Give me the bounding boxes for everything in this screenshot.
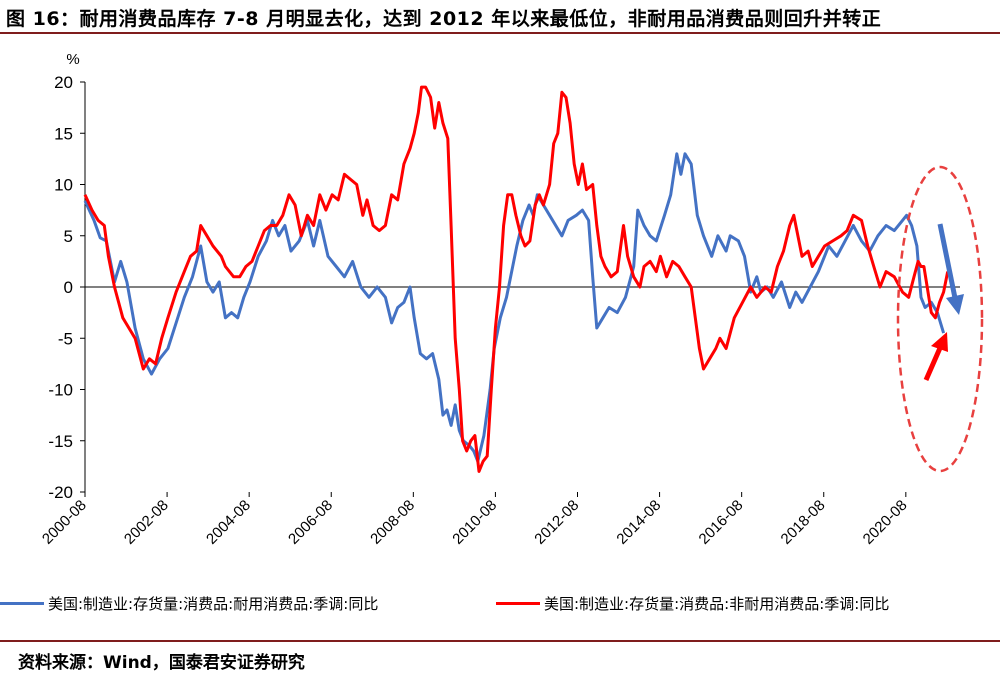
x-tick-label: 2004-08: [203, 497, 254, 548]
y-tick-label: 15: [54, 124, 73, 143]
up-arrow-shaft: [923, 346, 943, 382]
chart-area: -20 -15 -10 -5 0 5 10 15 20% 2000-08 2002-08 2004-0…: [0, 36, 1000, 616]
legend-label-durable: 美国:制造业:存货量:消费品:耐用消费品:季调:同比: [48, 594, 379, 613]
down-arrow-shaft: [937, 223, 958, 299]
y-tick-label: -10: [48, 381, 73, 400]
y-tick-label: -5: [58, 329, 73, 348]
chart-legend: 美国:制造业:存货量:消费品:耐用消费品:季调:同比 美国:制造业:存货量:消费…: [0, 590, 1000, 618]
series-line-durable: [83, 152, 946, 463]
legend-swatch-durable: [0, 601, 44, 605]
x-tick-label: 2020-08: [860, 497, 911, 548]
x-tick-label: 2000-08: [39, 497, 90, 548]
legend-item-durable: 美国:制造业:存货量:消费品:耐用消费品:季调:同比: [0, 590, 378, 616]
x-tick-label: 2016-08: [696, 497, 747, 548]
legend-swatch-nondurable: [496, 601, 540, 605]
y-tick-label: 5: [64, 227, 73, 246]
series-lines: [83, 85, 950, 473]
down-arrow-head: [946, 294, 964, 315]
annotations: [896, 165, 984, 473]
figure-title: 图 16：耐用消费品库存 7-8 月明显去化，达到 2012 年以来最低位，非耐…: [6, 8, 882, 30]
figure-title-bar: 图 16：耐用消费品库存 7-8 月明显去化，达到 2012 年以来最低位，非耐…: [0, 0, 1000, 34]
x-tick-label: 2010-08: [449, 497, 500, 548]
y-tick-label: 20: [54, 73, 73, 92]
x-tick-label: 2014-08: [613, 497, 664, 548]
legend-item-nondurable: 美国:制造业:存货量:消费品:非耐用消费品:季调:同比: [496, 590, 889, 616]
x-tick-label: 2002-08: [121, 497, 172, 548]
y-tick-label: -20: [48, 483, 73, 502]
y-tick-label: 10: [54, 176, 73, 195]
line-chart: -20 -15 -10 -5 0 5 10 15 20% 2000-08 2002-08 2004-0…: [39, 51, 984, 548]
x-tick-label: 2018-08: [778, 497, 829, 548]
legend-label-nondurable: 美国:制造业:存货量:消费品:非耐用消费品:季调:同比: [544, 594, 890, 613]
y-tick-label: 0: [64, 278, 73, 297]
source-note: 资料来源：Wind，国泰君安证券研究: [18, 653, 305, 673]
highlight-dashed-ellipse: [896, 165, 984, 473]
source-bar: 资料来源：Wind，国泰君安证券研究: [0, 640, 1000, 673]
up-arrow-head: [931, 332, 948, 352]
y-axis-unit-label: %: [66, 51, 79, 68]
y-tick-label: -15: [48, 432, 73, 451]
x-tick-label: 2012-08: [531, 497, 582, 548]
series-line-nondurable: [83, 85, 950, 473]
x-tick-label: 2006-08: [285, 497, 336, 548]
x-tick-label: 2008-08: [367, 497, 418, 548]
